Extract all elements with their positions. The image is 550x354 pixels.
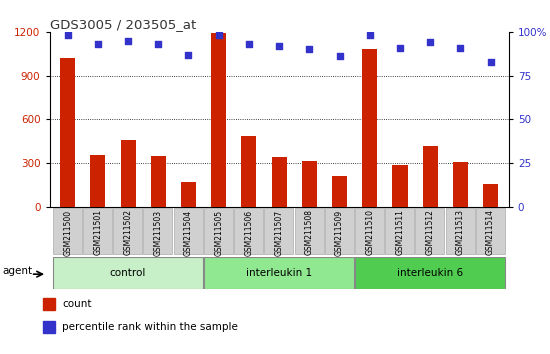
FancyBboxPatch shape	[385, 208, 414, 255]
Bar	[43, 321, 55, 333]
Point	[63, 33, 72, 38]
FancyBboxPatch shape	[53, 257, 204, 289]
Text: GSM211511: GSM211511	[395, 210, 404, 255]
Text: percentile rank within the sample: percentile rank within the sample	[62, 322, 238, 332]
Text: GSM211500: GSM211500	[63, 210, 72, 256]
Point	[456, 45, 465, 51]
FancyBboxPatch shape	[446, 208, 475, 255]
FancyBboxPatch shape	[53, 208, 82, 255]
Point	[426, 40, 434, 45]
Text: GSM211502: GSM211502	[124, 210, 133, 256]
Bar	[43, 298, 55, 310]
FancyBboxPatch shape	[204, 257, 354, 289]
Bar	[422, 146, 438, 207]
Bar	[241, 136, 256, 207]
FancyBboxPatch shape	[295, 208, 323, 255]
Text: GSM211512: GSM211512	[426, 210, 434, 255]
FancyBboxPatch shape	[144, 208, 173, 255]
Point	[94, 41, 102, 47]
FancyBboxPatch shape	[174, 208, 203, 255]
Text: GSM211508: GSM211508	[305, 210, 314, 256]
Point	[395, 45, 404, 51]
Bar	[272, 158, 287, 207]
Point	[245, 41, 254, 47]
FancyBboxPatch shape	[324, 208, 354, 255]
Point	[124, 38, 133, 44]
FancyBboxPatch shape	[113, 208, 142, 255]
Text: GSM211513: GSM211513	[456, 210, 465, 256]
FancyBboxPatch shape	[355, 208, 384, 255]
Bar	[483, 184, 498, 207]
Text: GSM211509: GSM211509	[335, 210, 344, 256]
FancyBboxPatch shape	[204, 208, 233, 255]
Point	[214, 33, 223, 38]
Text: GSM211503: GSM211503	[154, 210, 163, 256]
Bar	[181, 182, 196, 207]
FancyBboxPatch shape	[476, 208, 505, 255]
Text: count: count	[62, 299, 91, 309]
Text: control: control	[110, 268, 146, 278]
Point	[486, 59, 495, 64]
Text: interleukin 6: interleukin 6	[397, 268, 463, 278]
Text: GSM211507: GSM211507	[274, 210, 284, 256]
Bar	[362, 50, 377, 207]
Point	[365, 33, 374, 38]
Text: agent: agent	[3, 266, 32, 276]
Text: GDS3005 / 203505_at: GDS3005 / 203505_at	[50, 18, 196, 31]
Text: GSM211501: GSM211501	[94, 210, 102, 256]
Point	[274, 43, 283, 49]
Text: GSM211514: GSM211514	[486, 210, 495, 256]
Point	[305, 47, 314, 52]
Point	[184, 52, 193, 57]
Text: GSM211510: GSM211510	[365, 210, 374, 256]
Bar	[453, 162, 468, 207]
Bar	[90, 154, 106, 207]
Bar	[120, 140, 136, 207]
Text: interleukin 1: interleukin 1	[246, 268, 312, 278]
Bar	[332, 176, 347, 207]
Point	[335, 53, 344, 59]
FancyBboxPatch shape	[83, 208, 112, 255]
Bar	[60, 58, 75, 207]
Bar	[302, 161, 317, 207]
Text: GSM211504: GSM211504	[184, 210, 193, 256]
Bar	[211, 33, 226, 207]
Point	[154, 41, 163, 47]
Text: GSM211505: GSM211505	[214, 210, 223, 256]
Text: GSM211506: GSM211506	[244, 210, 254, 256]
FancyBboxPatch shape	[234, 208, 263, 255]
FancyBboxPatch shape	[355, 257, 505, 289]
FancyBboxPatch shape	[265, 208, 293, 255]
FancyBboxPatch shape	[415, 208, 444, 255]
Bar	[151, 156, 166, 207]
Bar	[393, 165, 408, 207]
